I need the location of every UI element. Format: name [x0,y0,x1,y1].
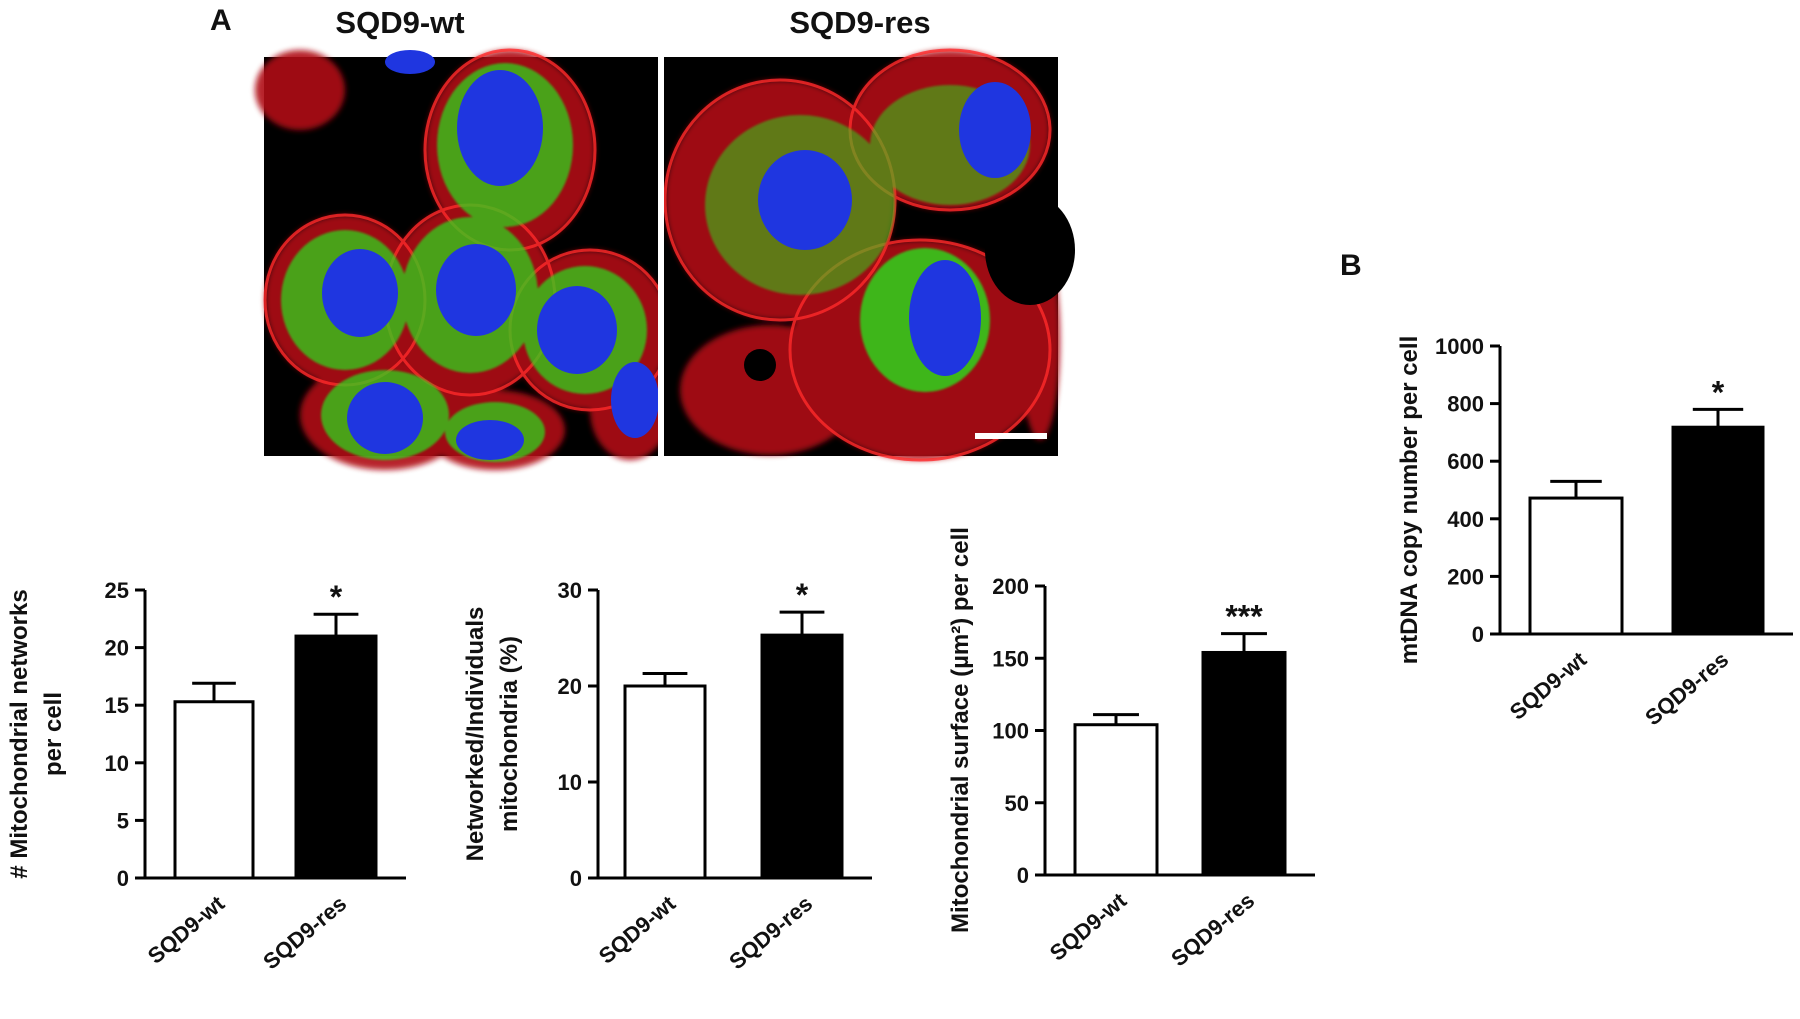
y-tick-label: 400 [1447,507,1484,532]
y-tick-label: 0 [117,866,129,891]
bar-chart-1: 0 5 10 15 20 25 SQD9-wt * SQD9-res # Mitochondria… [6,578,406,974]
category-label: SQD9-wt [1045,887,1132,966]
y-tick-label: 10 [558,770,582,795]
bar-sqd9-wt [173,700,255,880]
y-axis-label: mitochondria (%) [496,636,523,832]
micrograph-title-wt: SQD9-wt [335,5,464,40]
category-label: SQD9-res [1640,647,1733,731]
panel-b-label: B [1340,249,1362,282]
y-tick-label: 200 [1447,564,1484,589]
y-tick-label: 800 [1447,392,1484,417]
significance-marker: *** [1225,599,1263,635]
micrograph-res [663,48,1075,462]
bar-sqd9-res [1671,425,1765,636]
y-tick-label: 0 [1017,863,1029,888]
bar-chart-3: 0 50 100 150 200 SQD9-wt *** SQD9-res Mitochondr… [947,527,1315,971]
panel-a-label: A [210,4,232,37]
y-axis-label: per cell [40,692,67,776]
category-label: SQD9-res [1166,888,1259,972]
category-label: SQD9-wt [143,890,230,969]
bar-sqd9-wt [1528,496,1624,636]
category-label: SQD9-wt [1505,646,1592,725]
y-tick-label: 50 [1005,791,1029,816]
bar-sqd9-res [760,633,844,880]
significance-marker: * [1712,374,1725,410]
y-tick-label: 600 [1447,449,1484,474]
y-tick-label: 20 [105,636,129,661]
y-tick-label: 25 [105,578,129,603]
bar-sqd9-res [1201,650,1287,877]
y-tick-label: 200 [992,574,1029,599]
category-label: SQD9-wt [594,890,681,969]
bar-sqd9-wt [623,684,707,880]
category-label: SQD9-res [724,891,817,975]
y-tick-label: 30 [558,578,582,603]
bar-sqd9-res [294,634,378,880]
bar-chart-2: 0 10 20 30 SQD9-wt * SQD9-res Networked/Individ… [462,577,872,974]
category-label: SQD9-res [258,891,351,975]
bar-chart-4: 0 200 400 600 800 1000 SQD9-wt * SQD9-res mtDNA c… [1396,334,1793,730]
y-tick-label: 150 [992,646,1029,671]
significance-marker: * [796,577,809,613]
y-tick-label: 0 [570,866,582,891]
y-tick-label: 15 [105,693,129,718]
y-axis-label: Mitochondrial surface (µm²) per cell [947,527,974,933]
bar-sqd9-wt [1073,723,1159,877]
micrograph-title-res: SQD9-res [789,5,930,40]
y-axis-label: mtDNA copy number per cell [1396,336,1423,665]
scale-bar [975,433,1047,439]
y-axis-label: # Mitochondrial networks [6,589,33,878]
micrograph-wt [255,48,672,470]
y-tick-label: 100 [992,719,1029,744]
significance-marker: * [330,579,343,615]
y-tick-label: 0 [1472,622,1484,647]
y-tick-label: 20 [558,674,582,699]
y-tick-label: 10 [105,751,129,776]
y-tick-label: 5 [117,808,129,833]
y-tick-label: 1000 [1435,334,1484,359]
y-axis-label: Networked/Individuals [462,607,489,862]
